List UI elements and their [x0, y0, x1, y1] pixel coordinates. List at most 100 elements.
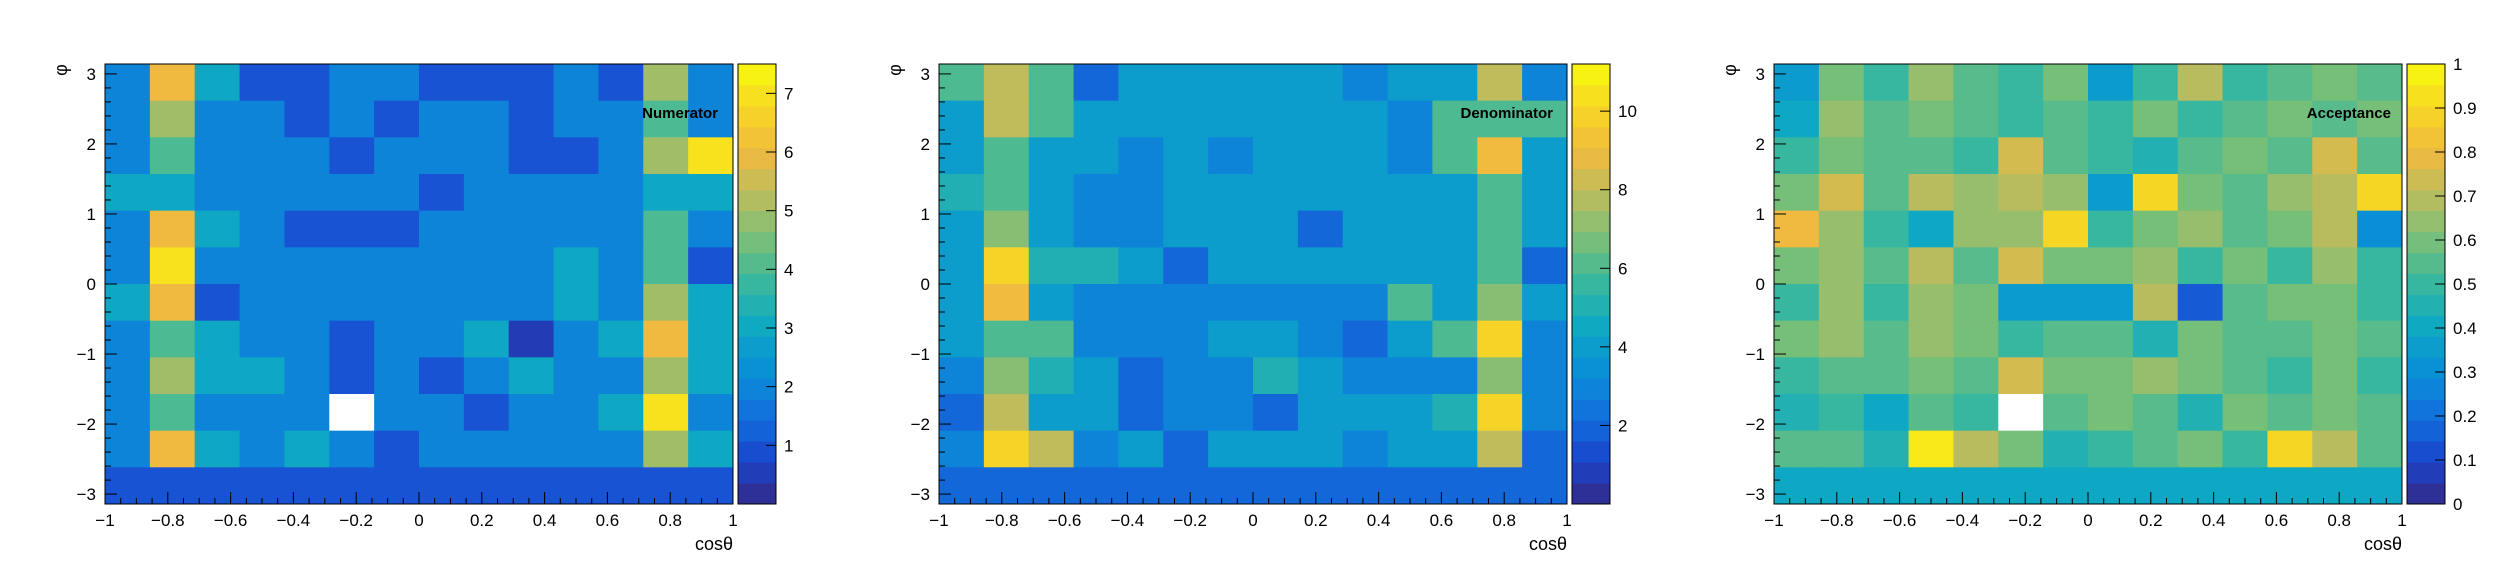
heatmap-cell	[2222, 320, 2268, 358]
heatmap-cell	[2043, 247, 2089, 285]
heatmap-cell	[284, 210, 330, 248]
heatmap-cell	[2222, 247, 2268, 285]
x-tick-label: 0.2	[2139, 511, 2163, 530]
heatmap-cell	[1163, 137, 1209, 175]
colorbar-segment	[738, 315, 776, 337]
heatmap-cell	[374, 430, 420, 468]
heatmap-cell	[1863, 210, 1910, 248]
heatmap-cell	[239, 394, 285, 432]
heatmap-cell	[1253, 394, 1299, 432]
heatmap-cell	[149, 284, 196, 322]
heatmap-cell	[1028, 430, 1075, 468]
heatmap-cell	[553, 430, 599, 468]
colorbar-tick-label: 0.7	[2453, 187, 2477, 206]
heatmap-cell	[2043, 137, 2089, 175]
heatmap-cell	[1863, 137, 1910, 175]
heatmap-cell	[508, 284, 555, 322]
heatmap-cell	[1522, 430, 1568, 468]
heatmap-cell	[2088, 64, 2134, 102]
heatmap-cell	[1342, 467, 1389, 505]
heatmap-cell	[1863, 357, 1910, 395]
colorbar-segment	[1572, 441, 1610, 463]
colorbar-segment	[738, 210, 776, 233]
heatmap-cell	[2132, 357, 2179, 395]
heatmap-cell	[2177, 247, 2224, 285]
heatmap-cell	[1522, 100, 1568, 138]
heatmap-cell	[1818, 394, 1865, 432]
heatmap-cell	[1863, 430, 1910, 468]
heatmap-cell	[2177, 284, 2224, 322]
colorbar-tick-label: 4	[1618, 338, 1627, 357]
heatmap-cell	[1953, 467, 1999, 505]
colorbar-segment	[1572, 399, 1610, 421]
y-tick-label: −2	[77, 415, 96, 434]
heatmap-cell	[463, 284, 510, 322]
heatmap-cell	[553, 64, 599, 102]
heatmap-cell	[1818, 357, 1865, 395]
heatmap-cell	[1297, 284, 1344, 322]
heatmap-cell	[419, 467, 465, 505]
heatmap-cell	[2088, 394, 2134, 432]
heatmap-cell	[105, 394, 151, 432]
y-tick-label: 0	[1756, 275, 1765, 294]
heatmap-cell	[1953, 320, 1999, 358]
x-tick-label: −0.8	[151, 511, 185, 530]
heatmap-cell	[2267, 174, 2313, 212]
colorbar-segment	[2407, 231, 2445, 254]
colorbar-tick-label: 0.2	[2453, 407, 2477, 426]
heatmap-cell	[1522, 394, 1568, 432]
heatmap-cell	[2357, 467, 2403, 505]
heatmap-cell	[1163, 174, 1209, 212]
heatmap-cell	[105, 64, 151, 102]
heatmap-cell	[1297, 174, 1344, 212]
heatmap-cell	[1073, 394, 1119, 432]
heatmap-cell	[2177, 357, 2224, 395]
heatmap-cell	[374, 210, 420, 248]
heatmap-cell	[1953, 357, 1999, 395]
heatmap-cell	[2088, 174, 2134, 212]
heatmap-cell	[284, 247, 330, 285]
heatmap-cell	[1387, 394, 1433, 432]
colorbar-segment	[2407, 315, 2445, 337]
heatmap-cell	[983, 394, 1030, 432]
heatmap-cell	[194, 284, 241, 322]
heatmap-cell	[329, 320, 375, 358]
heatmap-cell	[508, 100, 555, 138]
colorbar-segment	[738, 357, 776, 379]
x-tick-label: −0.6	[1883, 511, 1917, 530]
heatmap-cell	[2043, 357, 2089, 395]
colorbar-segment	[1572, 357, 1610, 379]
heatmap-cell	[419, 247, 465, 285]
heatmap-cell	[1387, 357, 1433, 395]
heatmap-cell	[2267, 320, 2313, 358]
heatmap-cell	[419, 394, 465, 432]
heatmap-cell	[1522, 64, 1568, 102]
heatmap-cell	[598, 64, 644, 102]
colorbar-segment	[738, 64, 776, 86]
heatmap-cell	[1818, 64, 1865, 102]
colorbar-segment	[1572, 64, 1610, 86]
heatmap-cell	[1163, 394, 1209, 432]
colorbar-tick-label: 6	[1618, 259, 1627, 278]
colorbar-tick-label: 5	[784, 202, 793, 221]
heatmap-cell	[983, 137, 1030, 175]
panel-2: −1 −0.8 −0.6 −0.4 −0.2 0 0.2 0.4 0.6 0.8 1 −3 −2 −1 0 1…	[885, 63, 1637, 554]
heatmap-cell	[2222, 137, 2268, 175]
x-tick-label: −0.8	[985, 511, 1019, 530]
heatmap-cell	[2132, 284, 2179, 322]
heatmap-cell	[1073, 64, 1119, 102]
heatmap-cell	[939, 284, 985, 322]
x-tick-label: 0.8	[2327, 511, 2351, 530]
heatmap-cell	[508, 64, 555, 102]
heatmap-cell	[419, 357, 465, 395]
heatmap-cell	[598, 320, 644, 358]
heatmap-cell	[1818, 174, 1865, 212]
heatmap-cell	[1208, 247, 1254, 285]
y-tick-label: 1	[1756, 205, 1765, 224]
heatmap-cell	[1863, 64, 1910, 102]
heatmap-cell	[1522, 357, 1568, 395]
heatmap-cell	[419, 174, 465, 212]
heatmap-cell	[1387, 210, 1433, 248]
heatmap-cell	[284, 174, 330, 212]
heatmap-cell	[149, 357, 196, 395]
